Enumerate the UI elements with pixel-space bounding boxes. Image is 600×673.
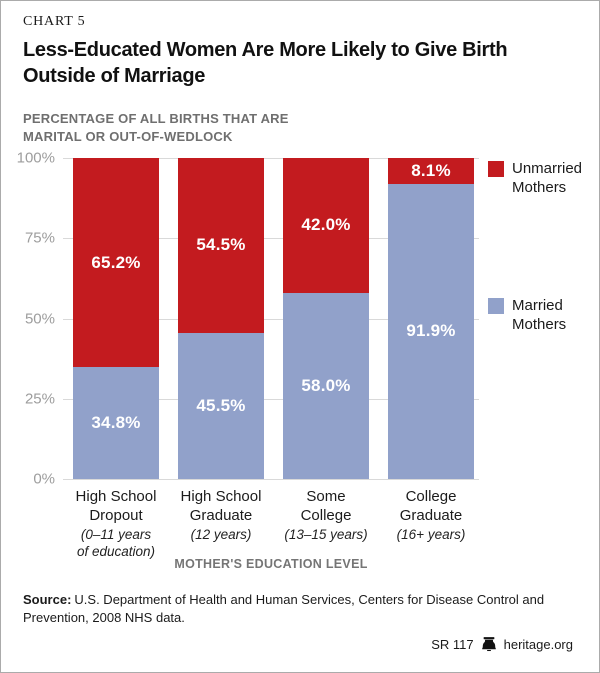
y-tick-label: 75% (24, 229, 55, 247)
x-tick: High School Dropout (0–11 years of educat… (73, 487, 159, 560)
bar-2: 54.5% 45.5% (178, 158, 264, 479)
legend-swatch (488, 161, 504, 177)
segment-value-label: 45.5% (196, 395, 246, 415)
segment-value-label: 42.0% (301, 215, 351, 235)
x-tick-label: High School Graduate (180, 488, 262, 524)
footer-brand: SR 117 heritage.org (431, 637, 573, 652)
x-tick: College Graduate (16+ years) (388, 487, 474, 560)
x-axis-title: MOTHER'S EDUCATION LEVEL (174, 557, 368, 571)
y-tick-label: 0% (33, 470, 55, 488)
bars: 65.2% 34.8% 54.5% 45.5% 42.0% 58.0% 8.1% 91.9% (73, 158, 474, 479)
x-tick: Some College (13–15 years) (283, 487, 369, 560)
segment-value-label: 65.2% (91, 252, 141, 272)
x-axis-labels: High School Dropout (0–11 years of educat… (73, 487, 474, 560)
x-tick-sublabel: (13–15 years) (284, 527, 368, 542)
legend-label: Unmarried Mothers (512, 160, 583, 196)
x-tick-label: College Graduate (399, 488, 463, 524)
legend-item-unmarried: Unmarried Mothers (488, 159, 592, 197)
chart-subtitle: PERCENTAGE OF ALL BIRTHS THAT ARE MARITA… (23, 111, 289, 144)
bar-segment-married: 45.5% (178, 332, 264, 479)
x-tick-label: Some College (300, 488, 352, 524)
gridline (63, 158, 479, 159)
gridline (63, 398, 479, 400)
bar-segment-unmarried: 65.2% (73, 158, 159, 368)
bar-segment-married: 34.8% (73, 367, 159, 479)
x-tick-label: High School Dropout (75, 488, 157, 524)
gridline (63, 238, 479, 240)
segment-value-label: 34.8% (91, 413, 141, 433)
gridline (63, 318, 479, 320)
y-tick-label: 25% (24, 390, 55, 408)
legend-swatch (488, 298, 504, 314)
segment-value-label: 8.1% (411, 161, 451, 180)
bar-segment-unmarried: 54.5% (178, 158, 264, 333)
bar-segment-unmarried: 8.1% (388, 158, 474, 184)
y-tick-label: 100% (16, 149, 55, 167)
chart-kicker: CHART 5 (23, 14, 86, 29)
legend-item-married: Married Mothers (488, 296, 592, 334)
bar-1: 65.2% 34.8% (73, 158, 159, 479)
bar-segment-married: 58.0% (283, 292, 369, 479)
bar-segment-married: 91.9% (388, 184, 474, 479)
heritage-bell-icon (481, 637, 497, 652)
x-tick-sublabel: (16+ years) (396, 527, 466, 542)
x-tick: High School Graduate (12 years) (178, 487, 264, 560)
gridline (63, 479, 479, 480)
segment-value-label: 54.5% (196, 235, 246, 255)
segment-value-label: 58.0% (301, 375, 351, 395)
bar-segment-unmarried: 42.0% (283, 158, 369, 293)
report-id: SR 117 (431, 637, 474, 652)
bar-3: 42.0% 58.0% (283, 158, 369, 479)
site-link[interactable]: heritage.org (503, 637, 573, 652)
x-tick-sublabel: (12 years) (190, 527, 252, 542)
y-tick-label: 50% (24, 310, 55, 327)
chart-title: Less-Educated Women Are More Likely to G… (23, 39, 508, 87)
source-text: U.S. Department of Health and Human Serv… (23, 592, 545, 625)
plot-area: 100% 75% 50% 25% 0% 65.2% 34.8% 54.5% 45.5% 42.0… (17, 150, 479, 488)
segment-value-label: 91.9% (406, 321, 456, 341)
source-label: Source: (23, 592, 72, 607)
source-note: Source: U.S. Department of Health and Hum… (23, 591, 579, 626)
legend-label: Married Mothers (512, 297, 567, 333)
bar-4: 8.1% 91.9% (388, 158, 474, 479)
x-tick-sublabel: (0–11 years of education) (76, 527, 156, 559)
